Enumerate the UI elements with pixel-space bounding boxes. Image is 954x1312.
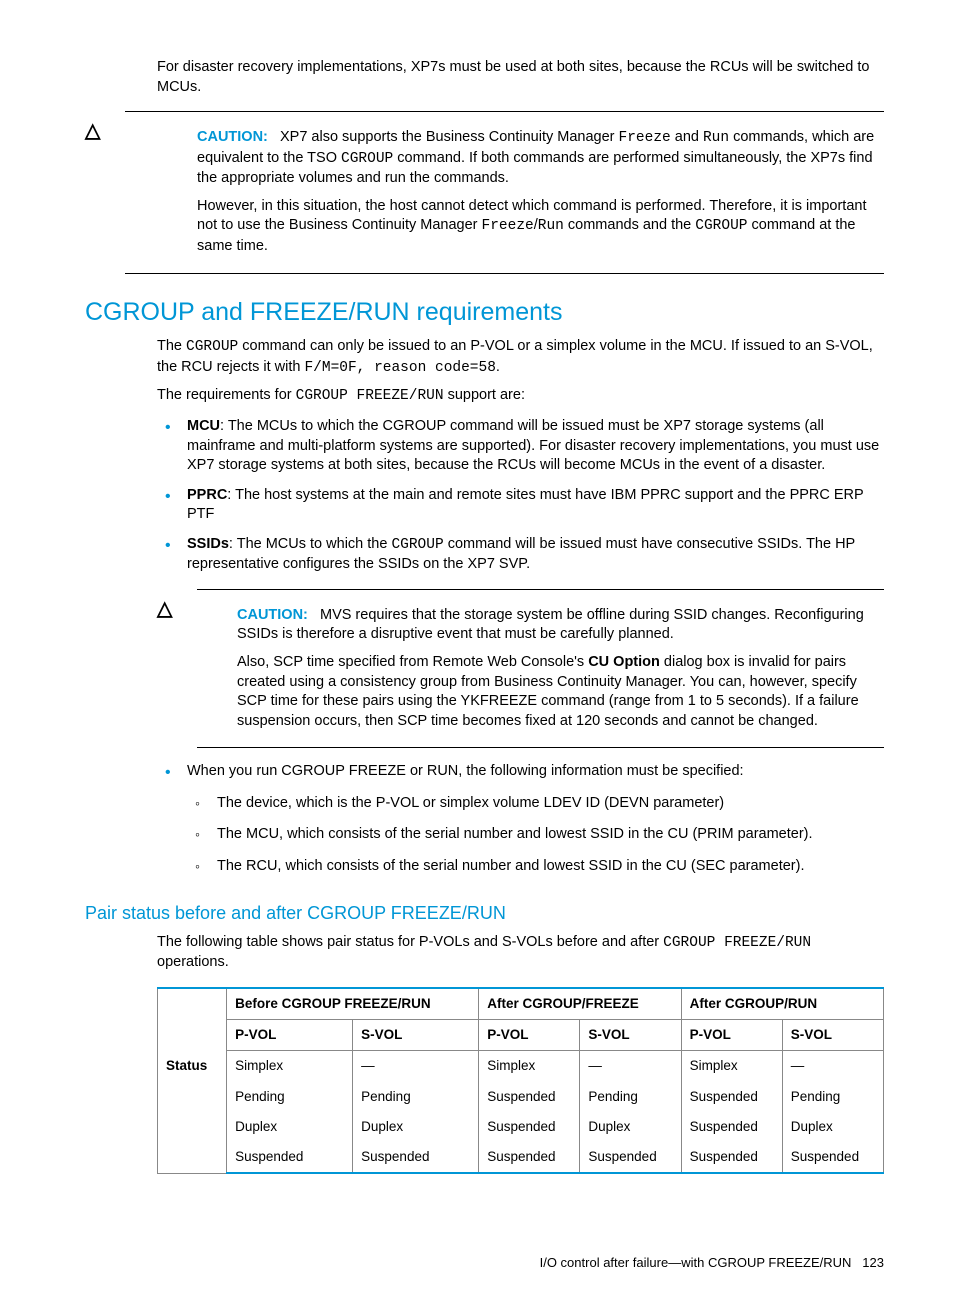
item-label: PPRC xyxy=(187,487,227,503)
table-header-svol: S-VOL xyxy=(782,1020,883,1051)
table-header-after-freeze: After CGROUP/FREEZE xyxy=(479,988,681,1020)
text: The requirements for xyxy=(157,387,296,403)
text: operations. xyxy=(157,954,229,970)
table-cell: — xyxy=(353,1051,479,1082)
table-header-pvol: P-VOL xyxy=(681,1020,782,1051)
sublist-item: The MCU, which consists of the serial nu… xyxy=(187,825,884,845)
table-cell: — xyxy=(580,1051,681,1082)
list-item: MCU: The MCUs to which the CGROUP comman… xyxy=(157,417,884,476)
code: CGROUP xyxy=(341,151,393,167)
code: CGROUP FREEZE/RUN xyxy=(296,388,444,404)
table-cell: Suspended xyxy=(681,1082,782,1112)
table-cell: Duplex xyxy=(580,1112,681,1142)
table-cell: Simplex xyxy=(681,1051,782,1082)
code: Freeze xyxy=(482,218,534,234)
code: CGROUP xyxy=(391,537,443,553)
table-header-svol: S-VOL xyxy=(580,1020,681,1051)
caution-icon: △ xyxy=(157,596,172,623)
table-cell: Suspended xyxy=(681,1142,782,1173)
sec3-p1: The following table shows pair status fo… xyxy=(157,933,884,973)
pair-status-table: Before CGROUP FREEZE/RUN After CGROUP/FR… xyxy=(157,987,884,1174)
caution2-p2: Also, SCP time specified from Remote Web… xyxy=(237,653,884,731)
caution-block-1: △ CAUTION: XP7 also supports the Busines… xyxy=(125,111,884,273)
table-cell: Suspended xyxy=(479,1112,580,1142)
text: MVS requires that the storage system be … xyxy=(237,607,864,643)
table-cell: Duplex xyxy=(353,1112,479,1142)
table-row-label-status: Status xyxy=(158,1051,227,1173)
table-cell: Suspended xyxy=(479,1142,580,1173)
text: and xyxy=(671,129,703,145)
text: The xyxy=(157,338,186,354)
text: . xyxy=(496,359,500,375)
caution1-p1: CAUTION: XP7 also supports the Business … xyxy=(197,128,884,189)
caution1-p2: However, in this situation, the host can… xyxy=(197,197,884,257)
table-cell: Suspended xyxy=(353,1142,479,1173)
text: The following table shows pair status fo… xyxy=(157,934,663,950)
sublist: The device, which is the P-VOL or simple… xyxy=(187,794,884,877)
text: command can only be issued to an P-VOL o… xyxy=(157,338,873,375)
bold-text: CU Option xyxy=(588,654,660,670)
item-label: SSIDs xyxy=(187,536,229,552)
table-cell: — xyxy=(782,1051,883,1082)
text: commands and the xyxy=(564,217,695,233)
caution-block-2: △ CAUTION: MVS requires that the storage… xyxy=(197,589,884,748)
table-header-pvol: P-VOL xyxy=(479,1020,580,1051)
footer-text: I/O control after failure—with CGROUP FR… xyxy=(540,1255,852,1270)
table-cell: Suspended xyxy=(580,1142,681,1173)
code: Freeze xyxy=(619,130,671,146)
table-cell: Suspended xyxy=(782,1142,883,1173)
run-info-list: When you run CGROUP FREEZE or RUN, the f… xyxy=(157,762,884,876)
sublist-item: The device, which is the P-VOL or simple… xyxy=(187,794,884,814)
sec2-p1: The CGROUP command can only be issued to… xyxy=(157,337,884,378)
table-cell: Suspended xyxy=(479,1082,580,1112)
text: : The MCUs to which the xyxy=(229,536,392,552)
code: CGROUP xyxy=(186,339,238,355)
text: XP7 also supports the Business Continuit… xyxy=(280,129,619,145)
table-cell: Simplex xyxy=(479,1051,580,1082)
table-cell: Simplex xyxy=(227,1051,353,1082)
requirements-list: MCU: The MCUs to which the CGROUP comman… xyxy=(157,417,884,575)
table-header-pvol: P-VOL xyxy=(227,1020,353,1051)
code: F/M=0F, reason code=58 xyxy=(304,360,495,376)
page-number: 123 xyxy=(862,1255,884,1270)
caution-label: CAUTION: xyxy=(237,607,308,623)
list-item: When you run CGROUP FREEZE or RUN, the f… xyxy=(157,762,884,876)
subsection-heading-pair-status: Pair status before and after CGROUP FREE… xyxy=(85,901,884,925)
table-header-svol: S-VOL xyxy=(353,1020,479,1051)
item-label: MCU xyxy=(187,418,220,434)
caution-icon: △ xyxy=(85,118,100,145)
intro-paragraph: For disaster recovery implementations, X… xyxy=(157,58,884,97)
table-cell: Pending xyxy=(782,1082,883,1112)
table-cell: Suspended xyxy=(681,1112,782,1142)
text: : The host systems at the main and remot… xyxy=(187,487,863,523)
text: When you run CGROUP FREEZE or RUN, the f… xyxy=(187,763,744,779)
code: Run xyxy=(538,218,564,234)
table-cell: Duplex xyxy=(227,1112,353,1142)
table-cell: Pending xyxy=(227,1082,353,1112)
table-cell: Pending xyxy=(353,1082,479,1112)
table-cell: Pending xyxy=(580,1082,681,1112)
text: support are: xyxy=(444,387,525,403)
text: : The MCUs to which the CGROUP command w… xyxy=(187,418,879,473)
table-cell: Duplex xyxy=(782,1112,883,1142)
caution2-p1: CAUTION: MVS requires that the storage s… xyxy=(237,606,884,645)
table-header-before: Before CGROUP FREEZE/RUN xyxy=(227,988,479,1020)
list-item: PPRC: The host systems at the main and r… xyxy=(157,486,884,525)
code: CGROUP xyxy=(695,218,747,234)
caution-label: CAUTION: xyxy=(197,129,268,145)
section-heading-cgroup-requirements: CGROUP and FREEZE/RUN requirements xyxy=(85,296,884,330)
table-header-after-run: After CGROUP/RUN xyxy=(681,988,883,1020)
list-item: SSIDs: The MCUs to which the CGROUP comm… xyxy=(157,535,884,575)
table-cell: Suspended xyxy=(227,1142,353,1173)
code: CGROUP FREEZE/RUN xyxy=(663,935,811,951)
code: Run xyxy=(703,130,729,146)
table-header-empty xyxy=(158,988,227,1051)
sublist-item: The RCU, which consists of the serial nu… xyxy=(187,857,884,877)
sec2-p2: The requirements for CGROUP FREEZE/RUN s… xyxy=(157,386,884,407)
text: Also, SCP time specified from Remote Web… xyxy=(237,654,588,670)
page-footer: I/O control after failure—with CGROUP FR… xyxy=(85,1254,884,1272)
